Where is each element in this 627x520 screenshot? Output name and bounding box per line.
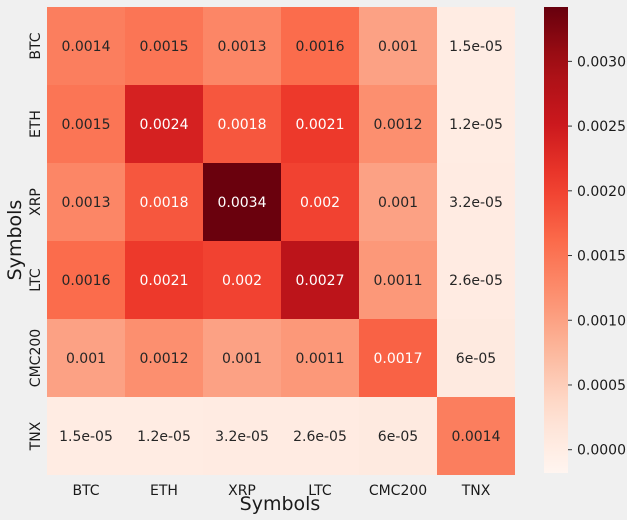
cell-value-label: 6e-05 bbox=[378, 429, 418, 445]
heatmap-cell bbox=[125, 7, 203, 85]
colorbar-tick-label: 0.0015 bbox=[577, 249, 626, 265]
heatmap-cell bbox=[359, 241, 437, 319]
heatmap-cell bbox=[359, 163, 437, 241]
heatmap-cell bbox=[281, 163, 359, 241]
heatmap-cell bbox=[437, 85, 515, 163]
cell-value-label: 1.2e-05 bbox=[137, 429, 191, 445]
colorbar-tick-label: 0.0025 bbox=[577, 119, 626, 135]
heatmap-cell bbox=[437, 241, 515, 319]
heatmap-cell bbox=[203, 85, 281, 163]
x-tick-label: CMC200 bbox=[369, 483, 427, 499]
cell-value-label: 0.0013 bbox=[218, 39, 267, 55]
heatmap-cell bbox=[125, 85, 203, 163]
heatmap-cell bbox=[359, 397, 437, 475]
y-tick-labels: BTC ETH XRP LTC CMC200 TNX bbox=[28, 32, 44, 451]
cell-value-label: 0.002 bbox=[300, 195, 340, 211]
y-tick-label: XRP bbox=[28, 188, 44, 216]
heatmap-cell bbox=[47, 397, 125, 475]
x-tick-label: ETH bbox=[150, 483, 178, 499]
y-tick-label: TNX bbox=[28, 421, 44, 451]
heatmap-cell bbox=[47, 7, 125, 85]
cell-value-label: 0.001 bbox=[66, 351, 106, 367]
cell-value-label: 0.0012 bbox=[374, 117, 423, 133]
cell-value-label: 6e-05 bbox=[456, 351, 496, 367]
heatmap-cell bbox=[47, 241, 125, 319]
heatmap-cell bbox=[437, 163, 515, 241]
heatmap-cell bbox=[125, 241, 203, 319]
x-tick-label: XRP bbox=[228, 483, 256, 499]
cell-value-label: 2.6e-05 bbox=[293, 429, 347, 445]
colorbar-tick-label: 0.0005 bbox=[577, 378, 626, 394]
cell-value-label: 0.0021 bbox=[140, 273, 189, 289]
x-tick-label: BTC bbox=[72, 483, 99, 499]
heatmap-cell bbox=[125, 319, 203, 397]
colorbar-tick-label: 0.0020 bbox=[577, 184, 626, 200]
x-tick-label: TNX bbox=[461, 483, 491, 499]
cell-value-label: 1.5e-05 bbox=[449, 39, 503, 55]
cell-value-label: 0.0011 bbox=[374, 273, 423, 289]
cell-value-label: 0.001 bbox=[378, 39, 418, 55]
cell-value-label: 0.0014 bbox=[62, 39, 111, 55]
heatmap-cell bbox=[47, 163, 125, 241]
heatmap-cells: 0.0014 0.0015 0.0013 0.0016 0.001 1.5e-05 0.00… bbox=[47, 7, 515, 475]
cell-value-label: 1.5e-05 bbox=[59, 429, 113, 445]
heatmap-cell bbox=[359, 7, 437, 85]
y-tick-label: ETH bbox=[28, 110, 44, 138]
cell-value-label: 0.002 bbox=[222, 273, 262, 289]
y-tick-label: CMC200 bbox=[28, 329, 44, 387]
y-axis-label: Symbols bbox=[4, 200, 26, 281]
x-tick-label: LTC bbox=[308, 483, 332, 499]
heatmap-cell bbox=[437, 7, 515, 85]
colorbar: 0.0000 0.0005 0.0010 0.0015 0.0020 0.0025 0.00… bbox=[544, 7, 626, 473]
cell-value-label: 0.0016 bbox=[62, 273, 111, 289]
heatmap-cell bbox=[203, 7, 281, 85]
heatmap-cell bbox=[281, 397, 359, 475]
heatmap-cell bbox=[203, 397, 281, 475]
heatmap-cell bbox=[281, 319, 359, 397]
cell-value-label: 3.2e-05 bbox=[215, 429, 269, 445]
cell-value-label: 2.6e-05 bbox=[449, 273, 503, 289]
cell-value-label: 0.0013 bbox=[62, 195, 111, 211]
cell-value-label: 0.0018 bbox=[140, 195, 189, 211]
colorbar-tick-label: 0.0000 bbox=[577, 443, 626, 459]
cell-value-label: 0.0017 bbox=[374, 351, 423, 367]
heatmap-cell bbox=[437, 319, 515, 397]
heatmap-cell bbox=[281, 241, 359, 319]
heatmap-cell bbox=[203, 163, 281, 241]
heatmap-cell bbox=[203, 241, 281, 319]
cell-value-label: 0.0018 bbox=[218, 117, 267, 133]
cell-value-label: 0.0011 bbox=[296, 351, 345, 367]
cell-value-label: 0.0027 bbox=[296, 273, 345, 289]
x-axis-label: Symbols bbox=[240, 493, 321, 515]
cell-value-label: 3.2e-05 bbox=[449, 195, 503, 211]
colorbar-gradient bbox=[544, 7, 568, 473]
heatmap-cell bbox=[359, 319, 437, 397]
cell-value-label: 0.001 bbox=[378, 195, 418, 211]
cell-value-label: 0.0015 bbox=[62, 117, 111, 133]
heatmap-cell bbox=[47, 319, 125, 397]
colorbar-tick-label: 0.0030 bbox=[577, 54, 626, 70]
heatmap-cell bbox=[47, 85, 125, 163]
heatmap-cell bbox=[359, 85, 437, 163]
cell-value-label: 0.0012 bbox=[140, 351, 189, 367]
heatmap-cell bbox=[281, 85, 359, 163]
heatmap-cell bbox=[125, 397, 203, 475]
y-tick-label: LTC bbox=[28, 268, 44, 292]
cell-value-label: 0.0021 bbox=[296, 117, 345, 133]
cell-value-label: 0.001 bbox=[222, 351, 262, 367]
cell-value-label: 0.0016 bbox=[296, 39, 345, 55]
heatmap-cell bbox=[281, 7, 359, 85]
y-tick-label: BTC bbox=[28, 32, 44, 59]
heatmap-cell bbox=[203, 319, 281, 397]
heatmap-cell bbox=[437, 397, 515, 475]
cell-value-label: 0.0024 bbox=[140, 117, 189, 133]
x-tick-labels: BTC ETH XRP LTC CMC200 TNX bbox=[72, 483, 490, 499]
cell-value-label: 1.2e-05 bbox=[449, 117, 503, 133]
heatmap-cell bbox=[125, 163, 203, 241]
colorbar-tick-label: 0.0010 bbox=[577, 313, 626, 329]
cell-value-label: 0.0034 bbox=[218, 195, 267, 211]
cell-value-label: 0.0014 bbox=[452, 429, 501, 445]
cell-value-label: 0.0015 bbox=[140, 39, 189, 55]
